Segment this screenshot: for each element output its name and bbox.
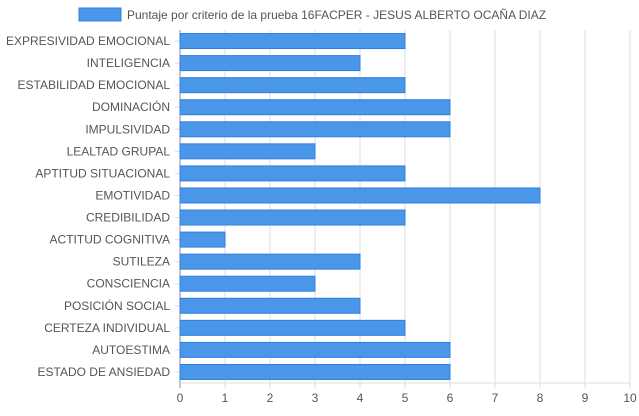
category-label: ESTABILIDAD EMOCIONAL	[18, 78, 171, 92]
category-label: SUTILEZA	[113, 255, 170, 269]
category-label: IMPULSIVIDAD	[85, 122, 170, 136]
bar[interactable]	[179, 99, 451, 116]
category-label: CERTEZA INDIVIDUAL	[44, 321, 170, 335]
category-label: CONSCIENCIA	[87, 277, 170, 291]
x-tick-label: 8	[537, 391, 544, 405]
x-tick-label: 4	[357, 391, 364, 405]
bar[interactable]	[179, 121, 451, 138]
bar[interactable]	[179, 143, 316, 160]
legend[interactable]: Puntaje por criterio de la prueba 16FACP…	[78, 7, 546, 22]
x-tick-label: 2	[267, 391, 274, 405]
x-tick-label: 6	[447, 391, 454, 405]
category-label: APTITUD SITUACIONAL	[35, 166, 170, 180]
bar[interactable]	[179, 33, 406, 50]
bar[interactable]	[179, 165, 406, 182]
bar[interactable]	[179, 297, 361, 314]
legend-swatch	[78, 7, 122, 22]
bar[interactable]	[179, 275, 316, 292]
category-label: DOMINACIÓN	[92, 99, 170, 114]
x-tick-label: 9	[582, 391, 589, 405]
x-tick-label: 0	[177, 391, 184, 405]
x-tick-label: 7	[492, 391, 499, 405]
category-label: EMOTIVIDAD	[95, 188, 170, 202]
x-tick-label: 3	[312, 391, 319, 405]
x-tick-label: 5	[402, 391, 409, 405]
category-label: AUTOESTIMA	[92, 343, 170, 357]
bar[interactable]	[179, 77, 406, 94]
bar[interactable]	[179, 363, 451, 380]
category-label: CREDIBILIDAD	[86, 211, 170, 225]
category-labels: EXPRESIVIDAD EMOCIONAL INTELIGENCIA ESTABI…	[6, 34, 170, 379]
bar[interactable]	[179, 209, 406, 226]
category-label: ACTITUD COGNITIVA	[50, 233, 170, 247]
category-label: POSICIÓN SOCIAL	[64, 298, 170, 313]
x-tick-label: 10	[623, 391, 637, 405]
bar[interactable]	[179, 55, 361, 72]
bars	[179, 33, 541, 380]
bar[interactable]	[179, 187, 541, 204]
x-tick-label: 1	[222, 391, 229, 405]
category-label: EXPRESIVIDAD EMOCIONAL	[6, 34, 170, 48]
category-label: ESTADO DE ANSIEDAD	[38, 365, 171, 379]
bar[interactable]	[179, 319, 406, 336]
category-label: INTELIGENCIA	[87, 56, 170, 70]
bar[interactable]	[179, 231, 226, 248]
bar[interactable]	[179, 341, 451, 358]
x-tick-labels: 0 1 2 3 4 5 6 7 8 9 10	[177, 391, 637, 405]
category-label: LEALTAD GRUPAL	[67, 144, 171, 158]
legend-label: Puntaje por criterio de la prueba 16FACP…	[127, 8, 546, 22]
bar[interactable]	[179, 253, 361, 270]
